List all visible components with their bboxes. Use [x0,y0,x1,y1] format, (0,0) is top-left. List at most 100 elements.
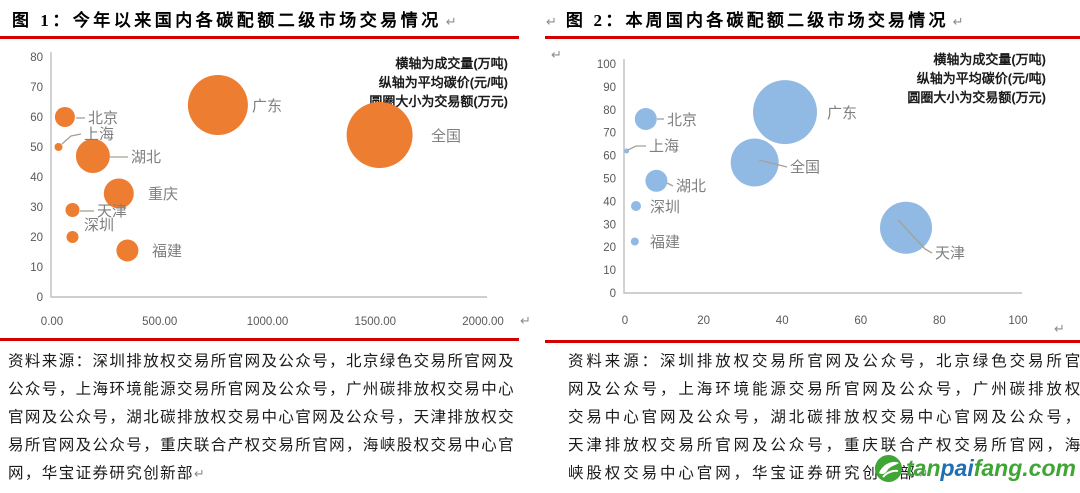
bubble-label-深圳: 深圳 [84,217,114,234]
tanpaifang-logo-text-part: fang [973,455,1023,481]
y-axis-tick-label: 70 [603,128,616,140]
source-text-line: 资料来源：深圳排放权交易所官网及公众号，北京绿色交易所官 [568,353,1080,370]
figure2-bottom-rule [545,340,1080,343]
chart-annotation-line: 横轴为成交量(万吨) [395,56,508,71]
x-axis-tick-label: 500.00 [142,316,177,328]
y-axis-tick-label: 50 [30,142,43,154]
bubble-label-上海: 上海 [84,126,114,143]
source-text-line: 公众号，上海环境能源交易所官网及公众号，广州碳排放权交易中心 [8,381,516,398]
bubble-chart-svg: 0 10 20 30 40 50 60 70 80 0.00 500.00 1000.00 1500.0… [30,52,508,328]
chart-annotation-line: 圆圈大小为交易额(万元) [369,94,508,109]
y-axis-tick-label: 40 [30,172,43,184]
x-axis-tick-label: 100 [1008,315,1027,327]
x-axis-tick-label: 20 [697,315,710,327]
return-mark-icon: ↵ [551,48,562,63]
y-axis-tick-label: 10 [603,265,616,277]
bubble-label-北京: 北京 [88,110,118,127]
bubble-label-深圳: 深圳 [650,199,680,216]
tanpaifang-logo-text-part: tan [906,455,941,481]
tanpaifang-logo[interactable]: tanpaifang.com [874,454,1076,483]
figure1-title: 图 1：今年以来国内各碳配额二级市场交易情况 [12,11,442,30]
bubble-leader-line [666,182,674,187]
chart-annotation-line: 纵轴为平均碳价(元/吨) [379,75,508,90]
source-text-line: 网，华宝证券研究创新部↵ [8,465,205,482]
bubble-label-湖北: 湖北 [131,149,161,166]
y-axis-tick-label: 30 [30,202,43,214]
x-axis-tick-label: 80 [933,315,946,327]
x-axis-tick-label: 1000.00 [247,316,289,328]
bubble-深圳 [66,231,79,243]
return-mark-icon: ↵ [917,467,929,482]
bubble-福建 [630,237,639,246]
y-axis-tick-label: 30 [603,219,616,231]
x-axis-tick-label: 1500.00 [354,316,396,328]
y-axis-tick-label: 70 [30,82,43,94]
tanpaifang-logo-text: tanpaifang.com [906,455,1076,482]
bubble-label-北京: 北京 [667,112,697,129]
tanpaifang-logo-icon [875,455,902,482]
return-mark-icon: ↵ [193,467,205,482]
return-mark-icon: ↵ [952,15,964,30]
bubble-label-天津: 天津 [935,245,965,262]
bubble-label-全国: 全国 [790,158,820,176]
bubble-label-广东: 广东 [827,105,857,122]
bubble-label-重庆: 重庆 [148,186,178,203]
source-text-line: 资料来源：深圳排放权交易所官网及公众号，北京绿色交易所官网及 [8,353,516,370]
y-axis-tick-label: 100 [597,59,616,71]
source-text-line: 网及公众号，上海环境能源交易所官网及公众号，广州碳排放权 [568,381,1080,398]
x-axis-tick-label: 2000.00 [462,316,504,328]
bubble-leader-line [897,219,933,254]
y-axis-tick-label: 50 [603,174,616,186]
y-axis-tick-label: 60 [30,112,43,124]
bubble-广东 [187,75,248,135]
return-mark-icon: ↵ [546,15,557,30]
bubble-广东 [753,80,817,145]
figure1-source: 资料来源：深圳排放权交易所官网及公众号，北京绿色交易所官网及 公众号，上海环境能… [8,348,524,488]
return-mark-icon: ↵ [520,314,531,329]
bubble-label-湖北: 湖北 [676,178,706,195]
source-text-line: 官网及公众号，湖北碳排放权交易中心官网及公众号，天津排放权交 [8,409,516,426]
bubble-湖北 [75,139,110,173]
bubble-leader-line [758,159,788,168]
bubble-北京 [54,107,75,127]
figure1-title-rule [0,36,519,39]
figure2-title-row: ↵ 图 2：本周国内各碳配额二级市场交易情况 ↵ [546,6,964,31]
bubble-leader-line [627,145,646,151]
chart-axes [50,52,487,298]
bubble-全国 [730,138,779,187]
bubble-深圳 [631,201,641,211]
bubble-label-福建: 福建 [152,243,182,260]
x-axis-tick-label: 0.00 [41,316,63,328]
tanpaifang-logo-text-part: .com [1022,455,1076,481]
y-axis-tick-label: 80 [603,105,616,117]
bubble-重庆 [103,178,134,209]
bubble-label-上海: 上海 [649,138,679,155]
y-axis-tick-label: 0 [37,292,43,304]
figure2-title-rule [545,36,1080,39]
bubble-天津 [65,203,80,217]
chart-annotation-line: 纵轴为平均碳价(元/吨) [917,71,1046,86]
x-axis-tick-label: 40 [776,315,789,327]
y-axis-tick-label: 60 [603,151,616,163]
y-axis-tick-label: 10 [30,262,43,274]
bubble-上海 [624,148,630,154]
bubble-leader-line [61,133,82,145]
figure2-source: 资料来源：深圳排放权交易所官网及公众号，北京绿色交易所官 网及公众号，上海环境能… [568,348,1080,488]
chart-annotation-line: 圆圈大小为交易额(万元) [907,90,1046,105]
y-axis-tick-label: 0 [610,288,616,300]
bubble-label-全国: 全国 [431,127,461,145]
bubble-chart-svg: 0 10 20 30 40 50 60 70 80 90 100 0 20 40 60 80 100 横轴为成交量… [597,52,1046,327]
bubble-全国 [346,102,413,168]
bubble-福建 [116,239,139,262]
bubble-label-天津: 天津 [97,203,127,220]
y-axis-tick-label: 20 [603,242,616,254]
source-text-line: 易所官网及公众号，重庆联合产权交易所官网，海峡股权交易中心官 [8,437,516,454]
x-axis-tick-label: 0 [622,315,628,327]
figure1-bubble-chart: 0 10 20 30 40 50 60 70 80 0.00 500.00 1000.00 1500.0… [0,48,540,348]
bubble-label-广东: 广东 [252,98,282,115]
source-text-line: 交易中心官网及公众号，湖北碳排放权交易中心官网及公众号， [568,409,1080,426]
y-axis-tick-label: 90 [603,82,616,94]
source-text-line: 峡股权交易中心官网，华宝证券研究创新部↵ [568,465,929,482]
y-axis-tick-label: 40 [603,196,616,208]
